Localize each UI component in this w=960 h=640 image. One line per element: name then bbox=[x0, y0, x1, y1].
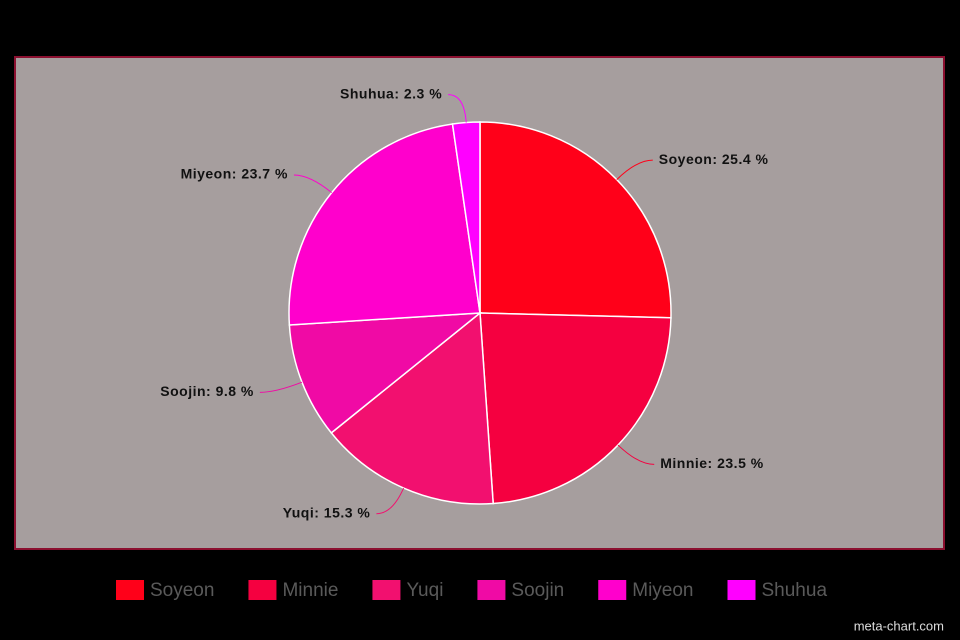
legend-swatch bbox=[248, 580, 277, 600]
legend-label: Minnie bbox=[282, 580, 338, 601]
legend-swatch bbox=[116, 580, 144, 600]
leader-line bbox=[616, 159, 653, 181]
pie-slice bbox=[479, 121, 672, 319]
legend-swatch bbox=[727, 580, 756, 600]
leader-line bbox=[293, 174, 333, 194]
data-label: Miyeon: 23.7 % bbox=[181, 166, 288, 182]
legend-label: Soojin bbox=[511, 580, 564, 601]
leader-line bbox=[376, 487, 405, 515]
data-label: Soojin: 9.8 % bbox=[160, 383, 254, 399]
data-label: Soyeon: 25.4 % bbox=[659, 151, 769, 167]
data-label: Yuqi: 15.3 % bbox=[283, 504, 371, 520]
pie-slice bbox=[451, 121, 481, 314]
leader-line bbox=[617, 444, 655, 465]
leader-line bbox=[448, 94, 467, 123]
data-label: Shuhua: 2.3 % bbox=[340, 85, 442, 101]
legend-label: Miyeon bbox=[632, 580, 693, 601]
legend-swatch bbox=[372, 580, 401, 600]
legend-label: Shuhua bbox=[762, 580, 828, 601]
pie-slice bbox=[330, 311, 494, 505]
watermark: meta-chart.com bbox=[854, 618, 944, 633]
pie-slice bbox=[288, 123, 481, 326]
legend-swatch bbox=[598, 580, 627, 600]
legend-label: Yuqi bbox=[406, 580, 443, 601]
data-label: Minnie: 23.5 % bbox=[660, 455, 764, 471]
pie-slice bbox=[288, 312, 483, 434]
pie-slice bbox=[479, 312, 672, 505]
leader-line bbox=[259, 381, 303, 393]
legend-swatch bbox=[477, 580, 506, 600]
legend-label: Soyeon bbox=[150, 580, 214, 601]
